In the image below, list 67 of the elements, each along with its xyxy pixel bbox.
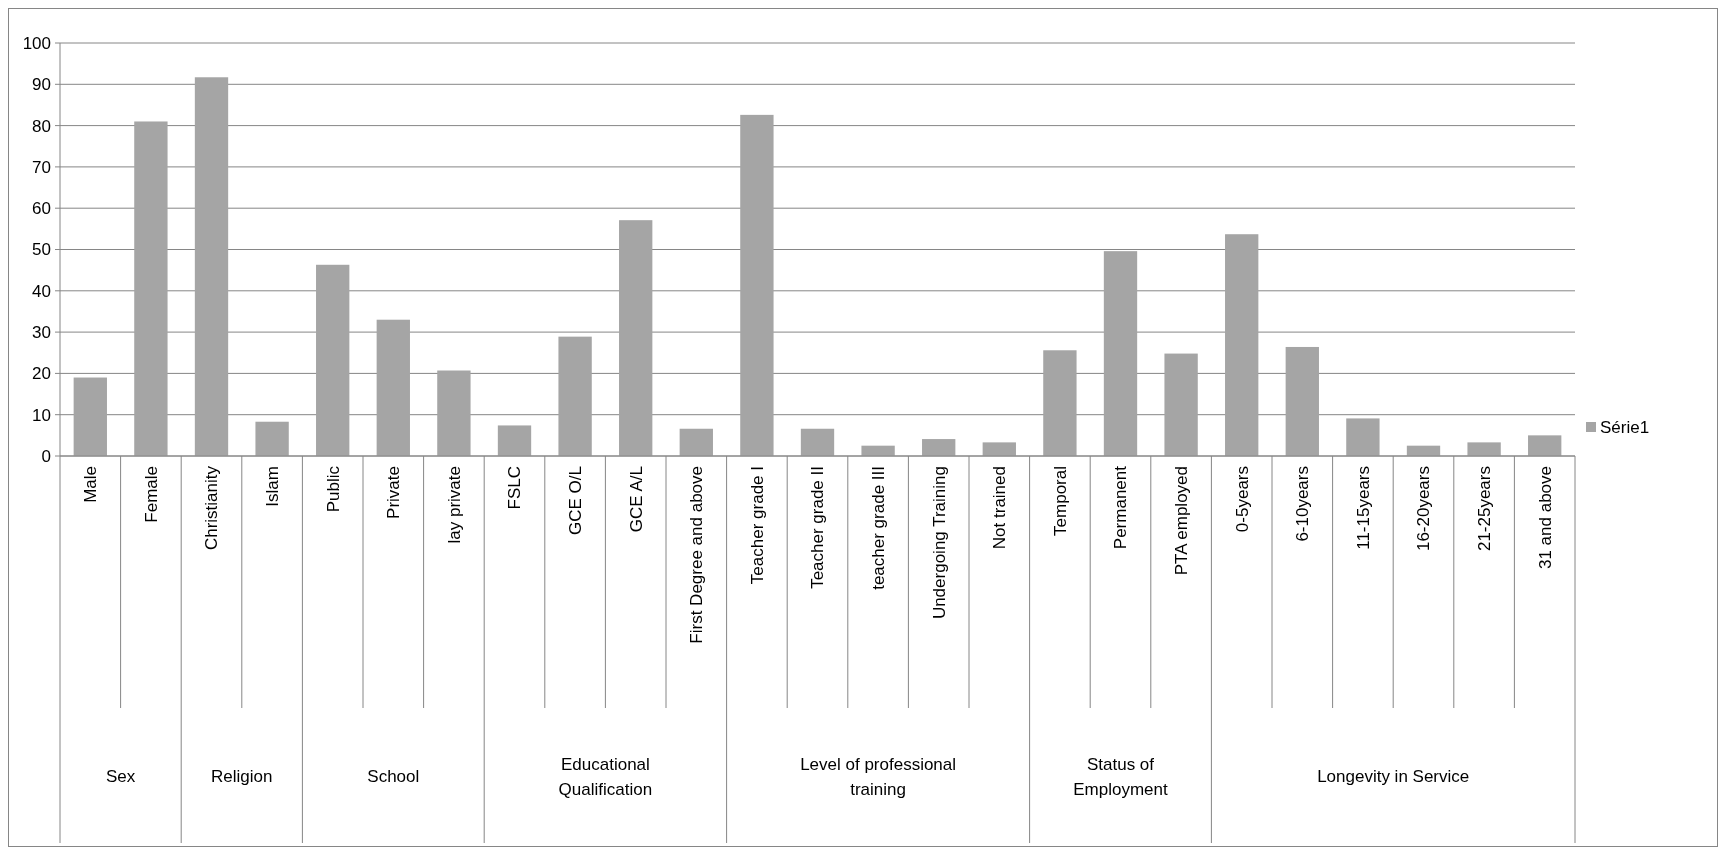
y-tick-label: 30 — [32, 323, 51, 343]
x-tick-label: Private — [384, 466, 404, 519]
bar — [1164, 353, 1198, 456]
text: Educational Qualification — [558, 755, 653, 799]
text: Status of Employment — [1073, 755, 1169, 799]
x-tick-label: Teacher grade II — [808, 466, 828, 589]
text: Sex — [105, 767, 136, 786]
x-tick-label: Teacher grade I — [747, 466, 767, 585]
bar — [437, 370, 471, 456]
x-tick-label: 11-15years — [1353, 466, 1373, 550]
x-tick-label: GCE A/L — [626, 466, 646, 533]
x-tick-label: Temporal — [1050, 466, 1070, 536]
text: Level of professional training — [800, 755, 957, 799]
x-tick-label: Undergoing Training — [929, 466, 949, 620]
x-tick-label: Islam — [263, 466, 283, 507]
bar — [73, 377, 107, 456]
bar — [1225, 234, 1259, 456]
bar — [1467, 442, 1501, 456]
bar — [134, 121, 168, 456]
x-tick-label: lay private — [444, 466, 464, 544]
x-tick-label: First Degree and above — [687, 466, 707, 644]
y-tick-label: 100 — [22, 33, 51, 53]
y-tick-label: 20 — [32, 364, 51, 384]
y-tick-label: 70 — [32, 157, 51, 177]
x-tick-label: 0-5years — [1232, 466, 1252, 533]
legend-label: Série1 — [1600, 417, 1650, 437]
bar — [619, 220, 653, 456]
y-tick-label: 90 — [32, 75, 51, 95]
bar — [316, 264, 350, 456]
bar — [922, 439, 956, 456]
x-tick-label: Christianity — [202, 465, 222, 551]
y-tick-label: 60 — [32, 199, 51, 219]
bar — [800, 428, 835, 456]
text: School — [367, 767, 420, 786]
bar — [497, 425, 532, 456]
bar — [1103, 251, 1138, 456]
y-tick-label: 80 — [32, 116, 51, 136]
x-tick-label: Female — [141, 466, 161, 523]
bar — [740, 114, 774, 456]
y-tick-label: 0 — [41, 446, 51, 466]
bar — [1285, 346, 1319, 456]
x-tick-label: Permanent — [1111, 465, 1131, 550]
x-tick-label: teacher grade III — [869, 466, 889, 590]
x-tick-label: Public — [323, 465, 343, 513]
x-tick-label: Not trained — [990, 466, 1010, 550]
bar — [194, 77, 229, 456]
bar — [558, 336, 592, 456]
x-tick-label: PTA employed — [1172, 466, 1192, 576]
bar — [376, 319, 410, 456]
text: Religion — [211, 767, 273, 786]
x-tick-label: 21-25years — [1475, 466, 1495, 552]
x-tick-label: Male — [81, 466, 101, 503]
y-tick-label: 40 — [32, 281, 51, 301]
x-tick-label: FSLC — [505, 466, 525, 510]
x-tick-label: GCE O/L — [566, 466, 586, 535]
x-tick-label: 16-20years — [1414, 466, 1434, 552]
bar — [1528, 435, 1562, 456]
bar — [982, 442, 1016, 456]
bar — [255, 421, 289, 456]
x-tick-label: 31 and above — [1535, 466, 1555, 570]
bar — [1043, 350, 1077, 456]
y-tick-label: 50 — [32, 240, 51, 260]
x-tick-label: 6-10years — [1293, 466, 1313, 542]
text: Longevity in Service — [1317, 767, 1470, 786]
bar — [679, 428, 713, 456]
bar — [1346, 418, 1380, 456]
y-tick-label: 10 — [32, 405, 51, 425]
